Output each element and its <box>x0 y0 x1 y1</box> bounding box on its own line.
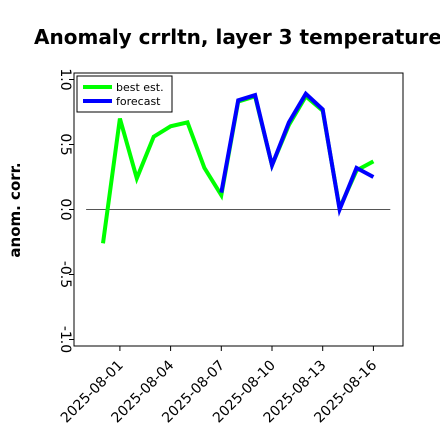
y-axis-label: anom. corr. <box>6 162 24 257</box>
series-layer <box>101 90 375 244</box>
chart-title: Anomaly crrltn, layer 3 temperature <box>34 25 440 49</box>
series-line-forecast <box>219 90 375 217</box>
legend-box <box>76 75 173 113</box>
legend-label-forecast: forecast <box>116 95 161 108</box>
y-tick-label: 0.5 <box>57 133 73 155</box>
y-tick-label: 0.0 <box>57 198 73 220</box>
legend-label-best-est: best est. <box>116 81 164 94</box>
y-tick-label: -0.5 <box>57 261 73 288</box>
y-tick-label: 1.0 <box>57 68 73 90</box>
y-tick-label: -1.0 <box>57 326 73 353</box>
legend: best est. forecast <box>76 75 173 113</box>
